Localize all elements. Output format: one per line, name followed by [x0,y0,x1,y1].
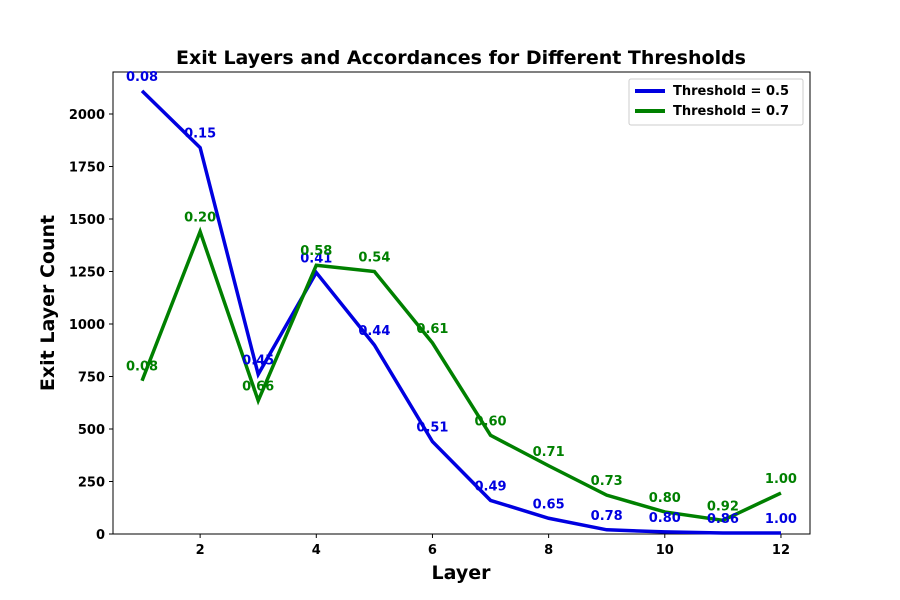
data-label: 0.66 [242,380,274,395]
x-tick-label: 10 [656,543,674,558]
series-line-2 [140,226,782,523]
data-label: 0.08 [126,70,158,85]
data-label: 0.08 [126,360,158,375]
data-label: 0.51 [416,421,448,436]
data-label: 1.00 [765,512,797,527]
data-label: 0.92 [707,499,739,514]
data-label: 0.44 [358,324,390,339]
data-label: 0.41 [300,252,332,267]
y-tick-label: 750 [78,371,105,386]
legend-box [628,78,804,126]
x-tick-label: 8 [544,543,553,558]
data-label: 0.73 [591,474,623,489]
plot-frame [112,71,811,535]
data-label: 0.49 [475,479,507,494]
y-tick-label: 250 [78,476,105,491]
y-tick-label: 500 [78,423,105,438]
x-tick-label: 6 [428,543,437,558]
series-lines [140,89,782,535]
data-label: 0.80 [649,491,681,506]
legend-entry-label: Threshold = 0.7 [673,104,789,119]
data-label: 0.65 [533,497,565,512]
data-label: 0.61 [416,322,448,337]
x-tick-label: 12 [772,543,790,558]
y-tick-label: 1000 [69,318,105,333]
data-label: 1.00 [765,472,797,487]
y-tick-label: 1250 [69,266,105,281]
data-label: 0.45 [242,353,274,368]
data-label: 0.78 [591,509,623,524]
data-label: 0.20 [184,211,216,226]
x-tick-label: 2 [196,543,205,558]
legend: Threshold = 0.5 Threshold = 0.7 [628,78,804,126]
data-label: 0.58 [300,244,332,259]
y-tick-label: 1750 [69,161,105,176]
legend-entry-label: Threshold = 0.5 [673,84,789,99]
y-tick-label: 0 [96,528,105,543]
series-line-1 [140,89,781,535]
y-tick-label: 2000 [69,108,105,123]
data-label: 0.71 [533,445,565,460]
y-axis: 0 250 500 750 1000 1250 1500 1750 2000 [69,108,113,543]
y-tick-label: 1500 [69,213,105,228]
data-label: 0.60 [475,414,507,429]
data-label: 0.80 [649,511,681,526]
data-labels: 0.08 0.15 0.45 0.41 0.44 0.51 0.49 0.65 0.78 0.80… [126,70,797,527]
x-tick-label: 4 [312,543,321,558]
x-axis-label: Layer [432,562,492,584]
chart-title: Exit Layers and Accordances for Differen… [176,47,746,69]
data-label: 0.86 [707,512,739,527]
y-axis-label: Exit Layer Count [37,215,59,391]
data-label: 0.54 [358,251,390,266]
data-label: 0.15 [184,127,216,142]
